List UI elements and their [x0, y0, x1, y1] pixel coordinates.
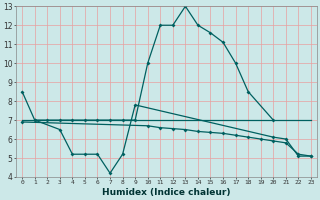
- X-axis label: Humidex (Indice chaleur): Humidex (Indice chaleur): [102, 188, 231, 197]
